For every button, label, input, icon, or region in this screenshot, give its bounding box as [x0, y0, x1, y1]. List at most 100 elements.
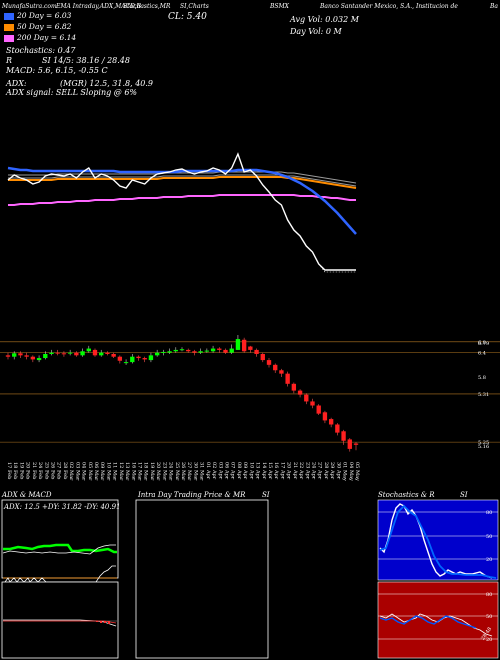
candle [322, 410, 328, 424]
candle-body [24, 355, 29, 357]
date-tick-label: 17 Mar [137, 462, 143, 481]
si-prefix: R [6, 56, 13, 65]
legend-ema50: 50 Day = 6.82 [4, 22, 71, 31]
candle-body [80, 351, 85, 356]
sma-gray-line-b [8, 174, 357, 187]
candle-body [353, 443, 359, 445]
date-tick-label: 24 Mar [168, 462, 174, 481]
macd-hist-bar [108, 621, 110, 624]
price-tick-label: 6.79 [478, 341, 489, 347]
date-tick-label: 26 Mar [180, 462, 186, 481]
date-tick-label: 20 Apr [286, 462, 292, 480]
candle [130, 353, 135, 364]
candle-body [49, 352, 54, 354]
price-tick-label: 5.25 [478, 440, 489, 446]
candle [260, 352, 265, 363]
candle [167, 348, 172, 354]
price-tick-label: 5.31 [478, 392, 489, 398]
candle-body [43, 353, 48, 359]
candle [341, 429, 346, 445]
avg-volume: Avg Vol: 0.032 M [290, 15, 359, 24]
candle-body [154, 352, 160, 356]
candle-body [18, 353, 23, 356]
candle [136, 355, 141, 361]
date-tick-label: 22 Apr [298, 462, 304, 480]
macd-hist-bar [96, 621, 98, 622]
stoch-tick-50: 50 [486, 534, 492, 540]
stochastics-value: Stochastics: 0.47 [6, 46, 76, 55]
date-tick-label: 15 Apr [267, 462, 273, 480]
date-tick-label: 28 Feb [62, 462, 68, 479]
legend-ema20: 20 Day = 6.03 [4, 11, 71, 20]
stoch-d-line [379, 504, 497, 579]
ema20-line [7, 166, 357, 235]
candle [49, 349, 54, 356]
candle-body [279, 370, 284, 374]
price-tick-label: 5.8 [478, 375, 486, 381]
stoch-k-line [379, 503, 493, 579]
date-tick-label: 25 Feb [43, 462, 49, 479]
candle [204, 348, 210, 353]
macd-value: MACD: 5.6, 6.15, -0.55 C [6, 66, 108, 75]
legend-ema200: 200 Day = 6.14 [4, 33, 76, 42]
candle [186, 348, 191, 353]
rsi-tick-80: 80 [486, 592, 492, 598]
date-tick-label: 19 Mar [149, 462, 155, 481]
date-tick-label: 03 Mar [74, 462, 80, 481]
candle-body [285, 373, 290, 384]
candle [24, 352, 29, 360]
candle [235, 335, 241, 350]
intraday-panel-title: Intra Day Trading Price & MR [138, 491, 246, 499]
date-tick-label: 31 Mar [199, 462, 205, 481]
adx-mgr-values: (MGR) 12.5, 31.8, 40.9 [60, 79, 153, 88]
candle-body [204, 350, 210, 352]
moving-averages [7, 166, 357, 235]
date-tick-label: 19 Feb [18, 462, 24, 479]
date-tick-label: 07 Apr [230, 462, 236, 480]
candle [92, 348, 98, 357]
date-tick-label: 11 Mar [112, 462, 118, 481]
candle [335, 423, 340, 436]
date-tick-label: 26 Feb [50, 462, 56, 479]
stoch-tick-20: 20 [486, 557, 492, 563]
close-price: CL: 5.40 [168, 12, 207, 22]
candle [304, 393, 309, 405]
candle [223, 348, 228, 354]
date-tick-label: 20 Mar [155, 462, 161, 481]
candle [61, 351, 67, 357]
ticker-symbol: BSMX [270, 3, 289, 10]
candle [179, 347, 185, 352]
rsi-tick-50: 50 [486, 614, 492, 620]
candle [328, 417, 334, 428]
candle-body [291, 383, 297, 391]
price-chart: 6.86.796.45.85.315.255.16 17 Feb 18 Feb 19… [0, 152, 500, 481]
candle [5, 352, 11, 360]
candle-body [254, 349, 259, 354]
candle-body [92, 349, 98, 356]
date-tick-label: 21 Feb [31, 462, 37, 479]
adx-plus-line [3, 543, 117, 554]
legend-ema200-label: 200 Day = 6.14 [17, 33, 77, 42]
date-tick-label: 02 Mar [68, 462, 74, 481]
rsi-panel-frame [377, 581, 499, 659]
date-tick-label: 06 Mar [93, 462, 99, 481]
candle [353, 442, 359, 451]
candle [142, 356, 147, 363]
date-tick-label: 23 Mar [161, 462, 167, 481]
macd-signal-steps [4, 565, 116, 583]
date-tick-label: 04 Mar [81, 462, 87, 481]
candle-body [316, 405, 321, 414]
candle [86, 345, 91, 353]
adx-label: ADX: [6, 79, 27, 88]
candle [105, 351, 110, 356]
candle-body [335, 424, 340, 433]
candle [285, 371, 290, 387]
date-tick-label: 20 Feb [25, 462, 31, 479]
date-tick-label: 18 Feb [12, 462, 18, 479]
date-tick-label: 24 Feb [37, 462, 43, 479]
candle-body [167, 351, 172, 353]
stoch-panel-si: SI [460, 491, 468, 499]
price-tick-label: 6.8 [478, 340, 486, 346]
intraday-panel-si: SI [262, 491, 270, 499]
